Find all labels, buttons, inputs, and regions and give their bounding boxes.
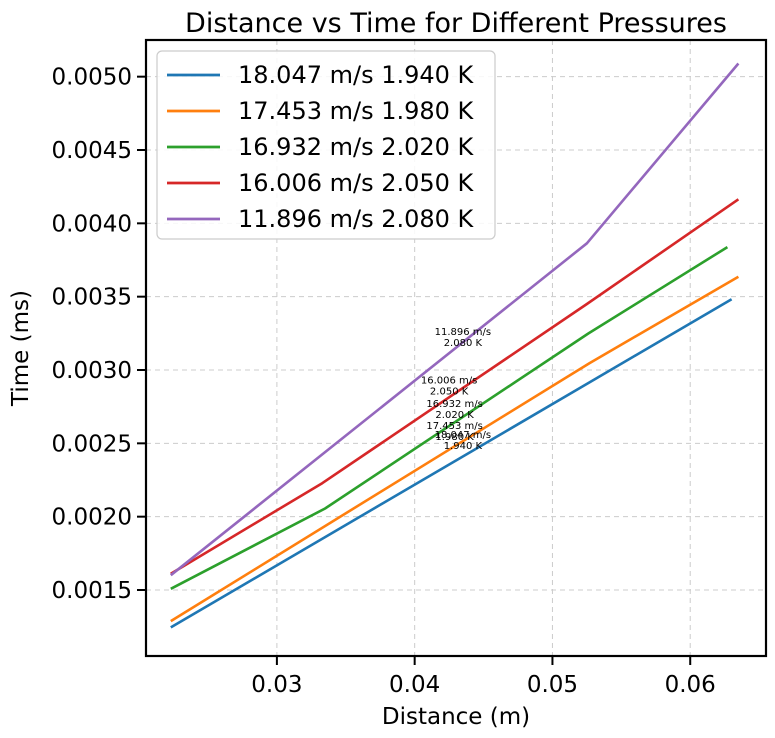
legend-entry-label: 17.453 m/s 1.980 K: [238, 97, 475, 125]
series-line-1: [170, 298, 733, 629]
x-tick-label: 0.03: [251, 672, 302, 698]
y-tick-label: 0.0045: [52, 138, 132, 164]
y-tick-label: 0.0035: [52, 285, 132, 311]
series-line-4: [170, 198, 740, 575]
series-annotation-4: 16.006 m/s 2.050 K: [421, 376, 478, 398]
x-tick-label: 0.04: [389, 672, 440, 698]
y-tick-label: 0.0025: [52, 431, 132, 457]
x-tick-label: 0.05: [527, 672, 578, 698]
series-annotation-1: 18.047 m/s 1.940 K: [435, 430, 492, 452]
legend-entry-label: 16.006 m/s 2.050 K: [238, 169, 475, 197]
plot-frame: [144, 38, 768, 658]
series-annotation-3: 16.932 m/s 2.020 K: [426, 399, 483, 421]
y-tick-label: 0.0020: [52, 505, 132, 531]
series-line-2: [170, 275, 740, 623]
y-tick-label: 0.0030: [52, 358, 132, 384]
series-annotation-2: 17.453 m/s 1.980 K: [426, 421, 483, 443]
legend-entry-label: 16.932 m/s 2.020 K: [238, 133, 475, 161]
series-line-3: [170, 245, 729, 590]
chart-title: Distance vs Time for Different Pressures: [185, 8, 727, 39]
series-lines: [169, 62, 740, 629]
line-annotations: 18.047 m/s 1.940 K17.453 m/s 1.980 K16.932…: [421, 327, 491, 452]
x-tick-label: 0.06: [665, 672, 716, 698]
y-tick-label: 0.0015: [52, 578, 132, 604]
legend-box: [156, 50, 496, 240]
series-line-5: [169, 62, 740, 577]
series-annotation-5: 11.896 m/s 2.080 K: [435, 327, 492, 349]
axis-ticks: 0.03 0.04 0.05 0.06 0.0015 0.0020 0.0025 0.0030…: [52, 65, 716, 698]
legend-entry-label: 18.047 m/s 1.940 K: [238, 61, 475, 89]
x-axis-label: Distance (m): [382, 704, 530, 730]
legend-entry-label: 11.896 m/s 2.080 K: [238, 205, 475, 233]
legend: 18.047 m/s 1.940 K 17.453 m/s 1.980 K 16.9…: [156, 50, 496, 240]
y-axis-label: Time (ms): [8, 290, 34, 407]
y-tick-label: 0.0040: [52, 211, 132, 237]
y-tick-label: 0.0050: [52, 65, 132, 91]
